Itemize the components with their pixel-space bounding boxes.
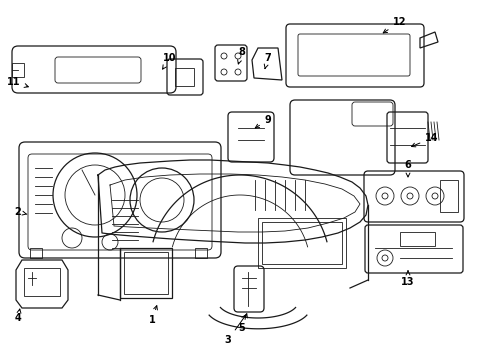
Bar (439, 180, 457, 212)
Text: 3: 3 (224, 315, 245, 345)
Text: 9: 9 (255, 115, 271, 128)
Text: 13: 13 (401, 271, 414, 287)
Text: 14: 14 (411, 133, 438, 147)
Bar (30, 248, 42, 258)
Bar (24, 268, 60, 296)
Text: 12: 12 (383, 17, 406, 33)
Text: 6: 6 (404, 160, 410, 177)
Text: 5: 5 (238, 314, 247, 333)
Bar (195, 248, 206, 258)
Bar (124, 252, 168, 294)
Bar (12, 63, 24, 77)
Text: 10: 10 (163, 53, 176, 69)
Text: 11: 11 (7, 77, 28, 87)
Text: 8: 8 (237, 47, 245, 64)
Bar (175, 68, 194, 86)
Text: 4: 4 (15, 309, 21, 323)
Bar (258, 218, 346, 268)
Text: 2: 2 (15, 207, 27, 217)
Bar (399, 232, 434, 246)
Text: 1: 1 (148, 306, 157, 325)
Bar (120, 248, 172, 298)
Bar (262, 222, 341, 264)
Text: 7: 7 (264, 53, 271, 69)
